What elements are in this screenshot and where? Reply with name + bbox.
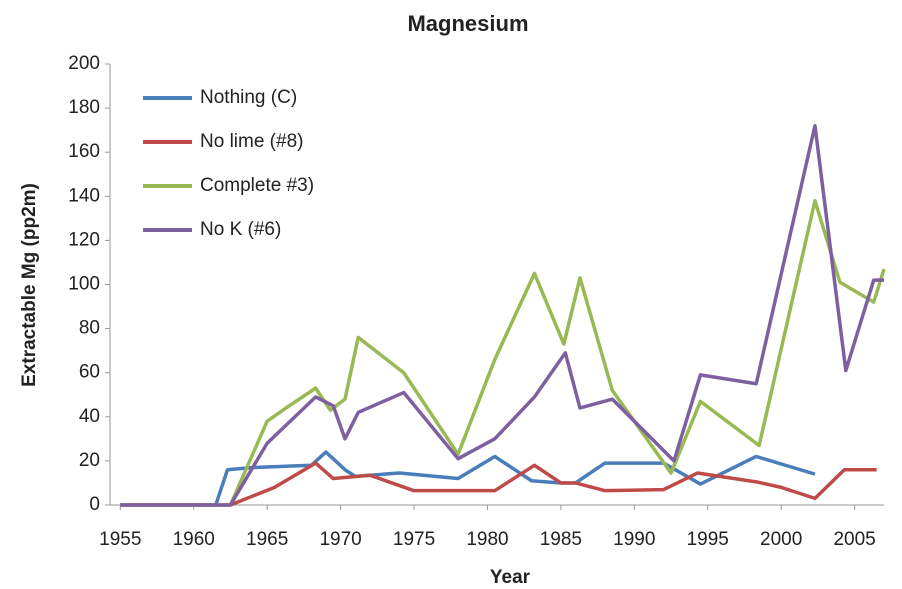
y-tick-label: 40 — [79, 406, 100, 427]
y-axis-label: Extractable Mg (pp2m) — [19, 183, 40, 387]
y-tick-label: 160 — [68, 141, 100, 162]
x-tick-label: 1955 — [99, 529, 141, 550]
y-tick-label: 120 — [68, 229, 100, 250]
legend-label: No lime (#8) — [200, 131, 303, 152]
series-line — [120, 123, 884, 507]
legend-label: Complete #3) — [200, 175, 314, 196]
chart-title: Magnesium — [407, 11, 528, 36]
x-tick-label: 2005 — [833, 529, 875, 550]
y-tick-label: 140 — [68, 185, 100, 206]
series-line — [120, 461, 877, 507]
y-tick-label: 180 — [68, 97, 100, 118]
x-tick-label: 1960 — [173, 529, 215, 550]
legend-label: Nothing (C) — [200, 87, 297, 108]
x-tick-label: 1970 — [319, 529, 361, 550]
x-axis-label: Year — [490, 567, 531, 588]
y-tick-label: 80 — [79, 318, 100, 339]
x-tick-label: 1985 — [540, 529, 582, 550]
x-tick-label: 1995 — [687, 529, 729, 550]
x-tick-label: 1980 — [466, 529, 508, 550]
legend-label: No K (#6) — [200, 219, 281, 240]
x-tick-label: 2000 — [760, 529, 802, 550]
x-tick-label: 1990 — [613, 529, 655, 550]
series-line — [120, 198, 886, 507]
x-tick-label: 1965 — [246, 529, 288, 550]
y-tick-label: 200 — [68, 53, 100, 74]
series-line — [120, 450, 816, 507]
x-tick-label: 1975 — [393, 529, 435, 550]
y-tick-label: 20 — [79, 450, 100, 471]
y-tick-label: 60 — [79, 362, 100, 383]
y-tick-label: 100 — [68, 274, 100, 295]
y-tick-label: 0 — [89, 494, 100, 515]
